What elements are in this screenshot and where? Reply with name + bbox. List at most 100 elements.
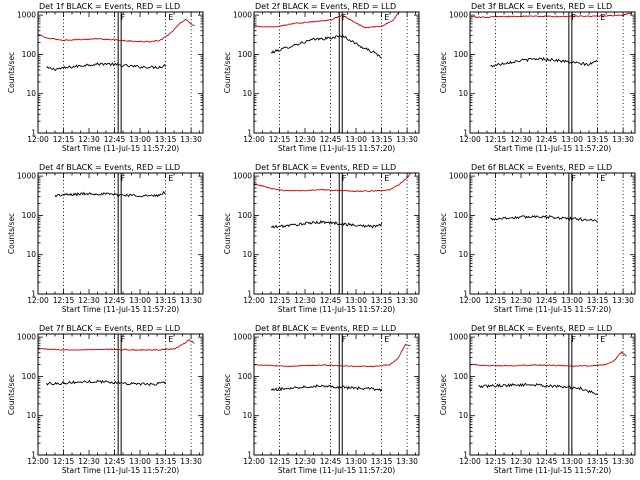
x-axis: 12:00 12:15 12:30 12:45 13:00 13:15 13:30Start… [459, 12, 634, 153]
x-axis: 12:00 12:15 12:30 12:45 13:00 13:15 13:30Start… [243, 334, 418, 475]
dotted-time-lines [63, 334, 192, 455]
x-tick-label: 13:15 [155, 296, 177, 305]
x-tick-label: 13:15 [587, 457, 609, 466]
x-tick-label: 12:00 [27, 135, 49, 144]
y-axis: 1 10 100 1000 Counts/sec [7, 333, 203, 460]
x-axis: 12:00 12:15 12:30 12:45 13:00 13:15 13:30Start… [27, 173, 202, 314]
x-tick-label: 13:30 [396, 296, 418, 305]
panel-title: Det 4f BLACK = Events, RED = LLD [39, 163, 180, 172]
plot-frame [253, 11, 420, 134]
series-lld [38, 339, 195, 352]
x-tick-label: 12:45 [536, 135, 558, 144]
marker-label-F: F [121, 174, 126, 183]
dotted-time-lines [495, 334, 624, 455]
y-axis-label: Counts/sec [439, 213, 448, 254]
y-tick-label: 10 [458, 411, 468, 420]
y-tick-label: 100 [22, 211, 37, 220]
chart-panel-6: Det 6f BLACK = Events, RED = LLD F E 1 10 100… [439, 163, 636, 314]
y-tick-label: 100 [22, 50, 37, 59]
y-tick-label: 1 [463, 290, 468, 299]
marker-label-F: F [121, 335, 126, 344]
panel-title: Det 7f BLACK = Events, RED = LLD [39, 324, 180, 333]
dotted-time-lines [279, 12, 408, 133]
panel-title: Det 9f BLACK = Events, RED = LLD [471, 324, 612, 333]
dotted-time-lines [495, 173, 624, 294]
x-tick-label: 12:00 [243, 457, 265, 466]
y-tick-label: 100 [238, 211, 253, 220]
x-tick-label: 12:45 [104, 296, 126, 305]
x-tick-label: 13:00 [129, 135, 151, 144]
x-axis-label: Start Time (11-Jul-15 11:57:20) [278, 305, 395, 314]
series-events [54, 190, 166, 198]
x-tick-label: 13:00 [561, 296, 583, 305]
y-axis-label: Counts/sec [7, 374, 16, 415]
y-tick-label: 1000 [233, 11, 252, 20]
x-tick-label: 13:30 [180, 296, 202, 305]
series-lld [253, 173, 411, 193]
x-axis: 12:00 12:15 12:30 12:45 13:00 13:15 13:30Start… [243, 12, 418, 153]
y-tick-label: 1 [463, 451, 468, 460]
marker-label-F: F [571, 13, 576, 22]
dotted-time-lines [279, 173, 408, 294]
y-tick-label: 1000 [17, 333, 36, 342]
x-axis-label: Start Time (11-Jul-15 11:57:20) [278, 466, 395, 475]
x-tick-label: 13:00 [129, 457, 151, 466]
dotted-time-lines [279, 334, 408, 455]
y-tick-label: 10 [26, 411, 36, 420]
y-axis-label: Counts/sec [223, 374, 232, 415]
y-tick-label: 1 [247, 290, 252, 299]
x-tick-label: 12:15 [485, 457, 507, 466]
chart-panel-5: Det 5f BLACK = Events, RED = LLD F E 1 10 100… [223, 163, 420, 314]
x-tick-label: 13:00 [129, 296, 151, 305]
y-tick-label: 10 [242, 89, 252, 98]
x-tick-label: 12:30 [510, 457, 532, 466]
y-axis: 1 10 100 1000 Counts/sec [439, 333, 635, 460]
x-axis: 12:00 12:15 12:30 12:45 13:00 13:15 13:30Start… [459, 173, 634, 314]
x-tick-label: 12:30 [294, 135, 316, 144]
x-tick-label: 13:30 [612, 135, 634, 144]
panel-title: Det 2f BLACK = Events, RED = LLD [255, 2, 396, 11]
dotted-time-lines [63, 12, 192, 133]
marker-label-F: F [571, 335, 576, 344]
x-tick-label: 13:15 [587, 296, 609, 305]
panel-title: Det 8f BLACK = Events, RED = LLD [255, 324, 396, 333]
marker-label-E: E [384, 335, 389, 344]
y-tick-label: 1000 [17, 172, 36, 181]
x-tick-label: 12:00 [459, 135, 481, 144]
plot-frame [37, 11, 204, 134]
y-axis: 1 10 100 1000 Counts/sec [439, 11, 635, 138]
y-axis-label: Counts/sec [439, 52, 448, 93]
y-tick-label: 1000 [233, 333, 252, 342]
plot-frame [469, 11, 636, 134]
x-tick-label: 12:00 [459, 296, 481, 305]
x-tick-label: 13:00 [561, 457, 583, 466]
y-axis-label: Counts/sec [223, 213, 232, 254]
y-tick-label: 100 [22, 372, 37, 381]
x-tick-label: 12:00 [243, 135, 265, 144]
x-tick-label: 12:30 [78, 457, 100, 466]
x-tick-label: 12:30 [510, 135, 532, 144]
plot-frame [469, 172, 636, 295]
plot-frame [253, 172, 420, 295]
series-events [478, 382, 598, 396]
x-tick-label: 12:15 [485, 135, 507, 144]
plot-frame [37, 172, 204, 295]
marker-label-F: F [342, 335, 347, 344]
series-lld [469, 12, 632, 19]
dotted-time-lines [495, 12, 624, 133]
series-events [46, 61, 166, 71]
y-tick-label: 1 [463, 129, 468, 138]
y-tick-label: 10 [26, 89, 36, 98]
marker-label-E: E [384, 13, 389, 22]
plot-frame [253, 333, 420, 456]
x-axis-label: Start Time (11-Jul-15 11:57:20) [62, 144, 179, 153]
x-tick-label: 12:30 [294, 296, 316, 305]
series-events [46, 379, 166, 387]
y-tick-label: 10 [26, 250, 36, 259]
marker-label-E: E [600, 174, 605, 183]
y-tick-label: 1 [31, 451, 36, 460]
y-axis: 1 10 100 1000 Counts/sec [7, 11, 203, 138]
x-tick-label: 13:00 [345, 296, 367, 305]
marker-label-E: E [600, 335, 605, 344]
x-tick-label: 12:15 [53, 457, 75, 466]
